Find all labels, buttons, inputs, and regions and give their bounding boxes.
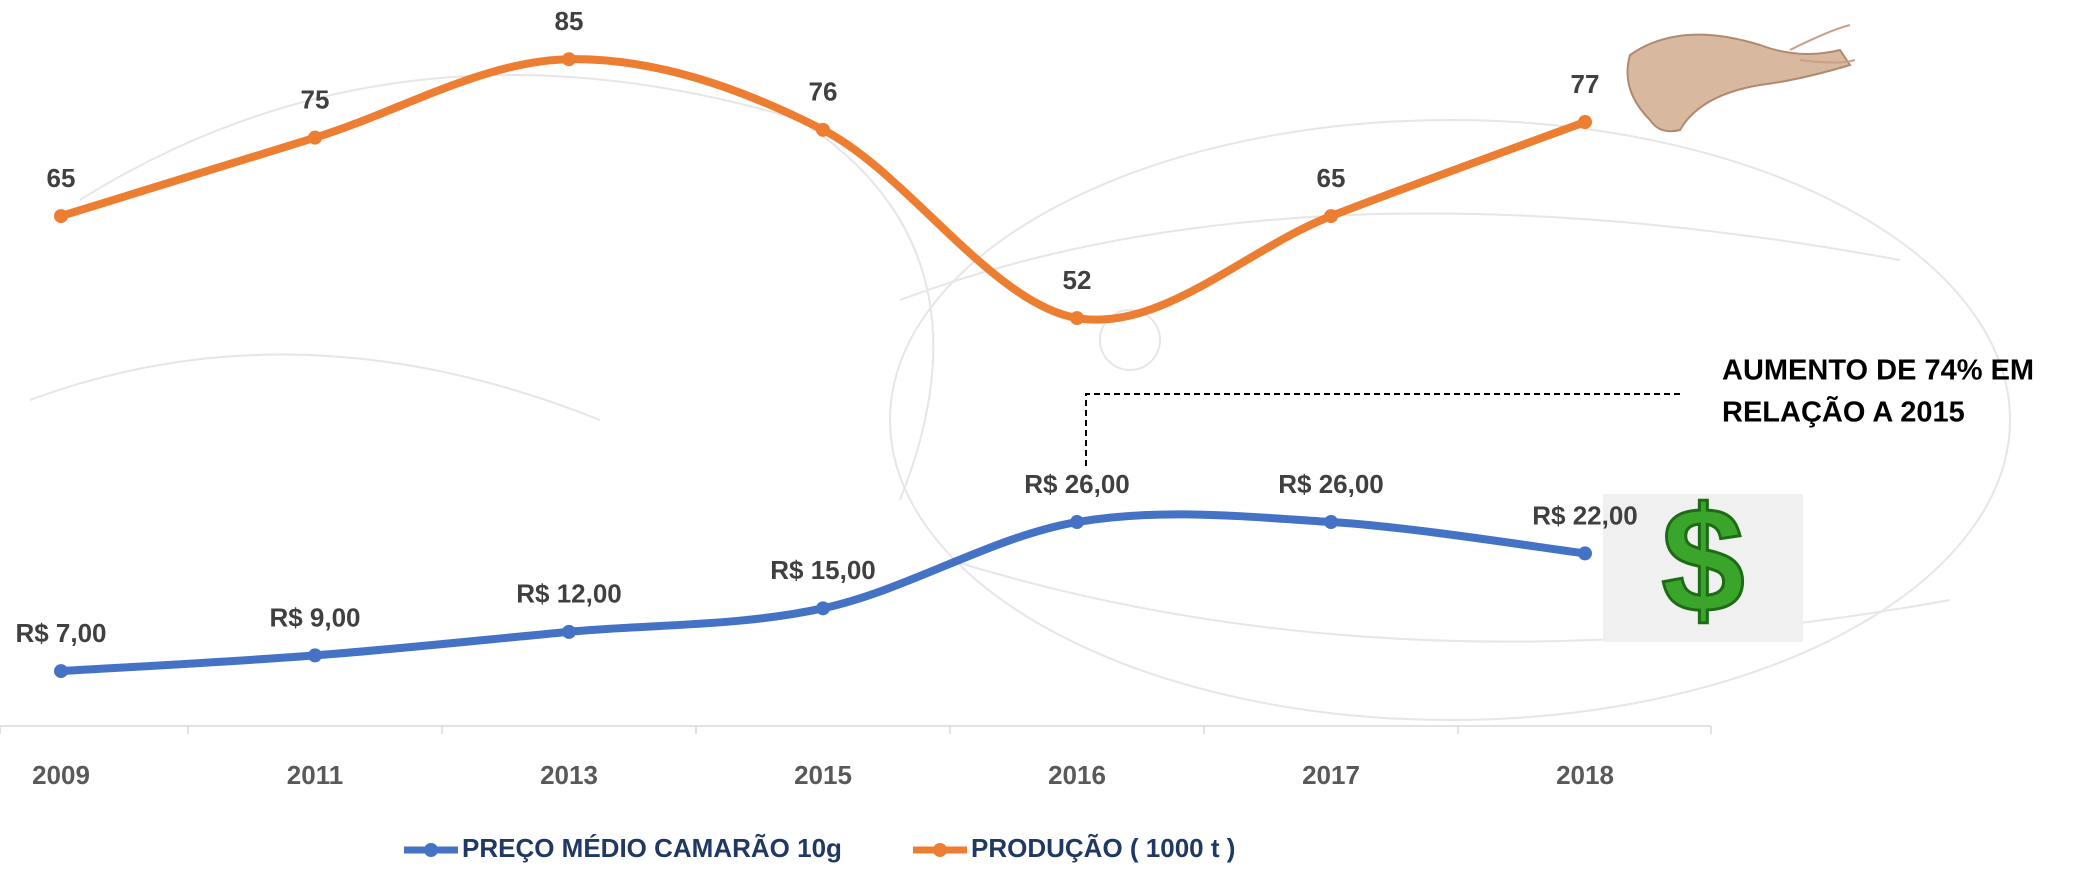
legend-label: PREÇO MÉDIO CAMARÃO 10g xyxy=(462,833,842,863)
data-label: 85 xyxy=(555,6,584,36)
data-point xyxy=(54,209,68,224)
x-tick-label: 2016 xyxy=(1048,760,1106,790)
data-label: 75 xyxy=(301,85,330,115)
dollar-icon: $ xyxy=(1603,474,1803,645)
data-label: 52 xyxy=(1063,265,1092,295)
x-tick-label: 2015 xyxy=(794,760,852,790)
data-label: R$ 15,00 xyxy=(770,555,876,585)
data-point xyxy=(816,122,830,137)
data-point xyxy=(1324,515,1338,530)
series-line xyxy=(57,510,1589,676)
legend-swatch-dot xyxy=(424,843,438,857)
data-point xyxy=(562,624,576,639)
annotation: AUMENTO DE 74% EM xyxy=(1722,355,2034,387)
x-tick-label: 2018 xyxy=(1556,760,1614,790)
data-point xyxy=(1324,209,1338,224)
data-point xyxy=(1578,114,1592,129)
x-tick-label: 2017 xyxy=(1302,760,1360,790)
legend-swatch-dot xyxy=(933,843,947,857)
data-label: R$ 12,00 xyxy=(516,579,622,609)
x-tick-label: 2013 xyxy=(540,760,598,790)
x-tick-label: 2009 xyxy=(32,760,90,790)
data-point xyxy=(562,52,576,67)
data-label: R$ 26,00 xyxy=(1024,469,1130,499)
legend-label: PRODUÇÃO ( 1000 t ) xyxy=(971,833,1235,863)
data-label: 77 xyxy=(1571,69,1600,99)
data-point xyxy=(308,130,322,145)
svg-text:$: $ xyxy=(1661,476,1744,644)
data-label: R$ 22,00 xyxy=(1532,500,1638,530)
data-label: R$ 7,00 xyxy=(15,618,106,648)
data-point xyxy=(1578,546,1592,561)
x-tick-label: 2011 xyxy=(287,760,343,790)
annotation: RELAÇÃO A 2015 xyxy=(1722,395,1965,429)
data-point xyxy=(816,601,830,616)
data-label: 76 xyxy=(809,77,838,107)
data-point xyxy=(1070,515,1084,530)
data-point xyxy=(1070,311,1084,326)
data-label: R$ 9,00 xyxy=(269,602,360,632)
data-point xyxy=(54,664,68,679)
annotation-line xyxy=(1085,393,1681,466)
data-point xyxy=(308,648,322,663)
data-label: 65 xyxy=(1317,163,1346,193)
shrimp-icon xyxy=(1626,24,1856,133)
data-label: R$ 26,00 xyxy=(1278,469,1384,499)
data-label: 65 xyxy=(47,163,76,193)
